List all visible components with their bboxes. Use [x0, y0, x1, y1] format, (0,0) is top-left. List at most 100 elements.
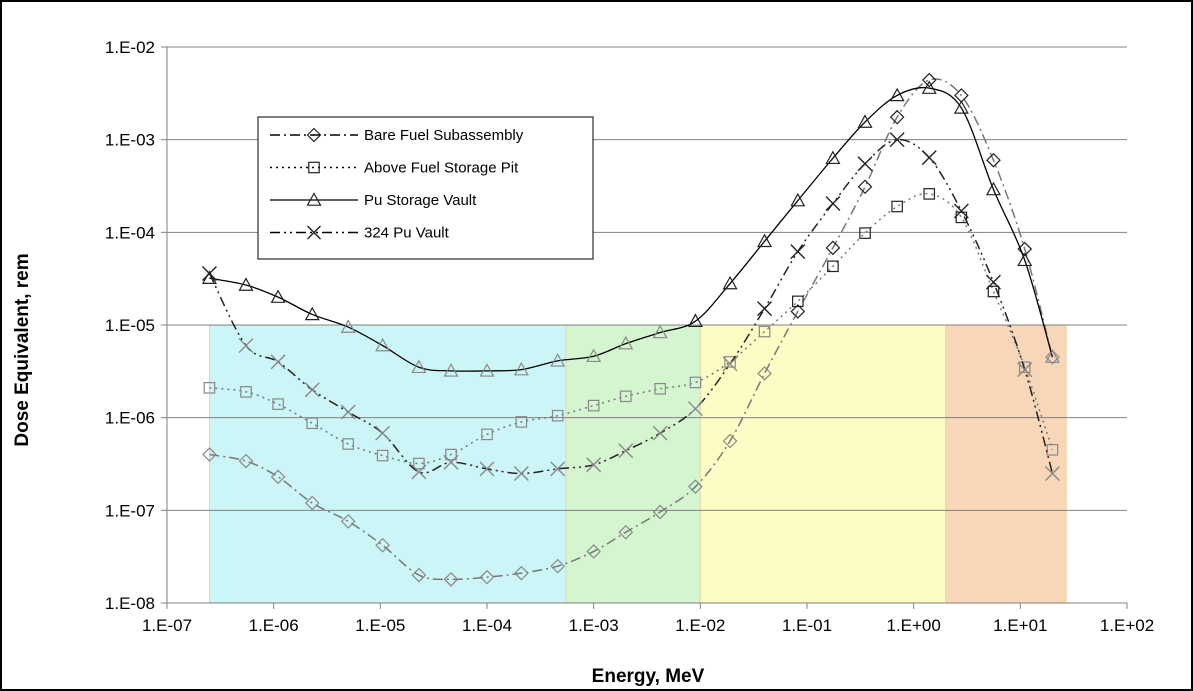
data-point-stroke — [857, 156, 873, 172]
data-point — [985, 181, 1001, 196]
data-point — [202, 447, 217, 462]
data-point — [825, 240, 841, 256]
data-point — [270, 354, 286, 370]
data-point — [619, 390, 632, 403]
data-point-stroke — [618, 443, 634, 459]
data-point — [986, 152, 1001, 168]
data-point-stroke — [411, 464, 427, 480]
data-point-stroke — [790, 244, 806, 260]
data-point-stroke — [340, 404, 356, 420]
data-point — [889, 87, 905, 102]
y-tick-label: 1.E-08 — [105, 594, 155, 613]
data-point — [724, 356, 736, 368]
data-point — [270, 469, 286, 485]
data-point-stroke — [586, 457, 602, 473]
data-point — [1017, 362, 1033, 378]
data-point — [445, 448, 457, 461]
data-point — [342, 438, 355, 450]
data-point — [375, 337, 391, 352]
data-point — [551, 409, 564, 422]
data-point — [479, 569, 495, 585]
data-point — [240, 386, 252, 398]
data-point-stroke — [985, 274, 1001, 290]
data-point-stroke — [1044, 465, 1060, 481]
data-point — [587, 399, 600, 412]
data-point — [340, 319, 356, 333]
x-tick-label: 1.E-07 — [142, 616, 192, 635]
data-point — [687, 401, 703, 417]
data-point — [514, 565, 529, 581]
legend-item: 324 Pu Vault — [270, 225, 450, 242]
data-point — [722, 356, 738, 372]
data-point — [688, 479, 703, 495]
data-point — [790, 192, 806, 207]
data-point — [1045, 349, 1060, 365]
data-point — [1044, 349, 1060, 363]
x-tick-label: 1.E-05 — [355, 616, 405, 635]
data-point — [340, 514, 356, 529]
data-point — [792, 295, 804, 308]
data-point — [618, 335, 634, 350]
data-point — [375, 425, 391, 441]
data-point-stroke — [722, 356, 738, 372]
data-point-stroke — [1017, 362, 1033, 378]
data-point — [238, 277, 254, 291]
data-point — [618, 443, 634, 459]
data-point — [376, 449, 389, 462]
x-tick-label: 1.E+00 — [886, 616, 940, 635]
series-pu-storage-vault — [201, 80, 1060, 377]
data-point — [652, 504, 668, 520]
data-point-stroke — [757, 301, 773, 317]
y-tick-label: 1.E-07 — [105, 501, 155, 520]
data-point — [825, 195, 841, 211]
data-point-stroke — [304, 382, 320, 398]
data-point-stroke — [825, 195, 841, 211]
data-point — [513, 361, 529, 376]
legend-label: Above Fuel Storage Pit — [364, 160, 519, 177]
data-point — [479, 363, 495, 377]
data-point — [889, 132, 905, 148]
data-point — [921, 80, 937, 94]
data-point — [586, 544, 602, 559]
energy-band-2 — [565, 324, 701, 604]
data-point — [1046, 444, 1059, 456]
x-tick-label: 1.E-02 — [675, 616, 725, 635]
legend-label: Pu Storage Vault — [364, 192, 477, 209]
data-point — [443, 571, 459, 587]
data-point — [201, 265, 217, 281]
data-point — [618, 524, 634, 540]
data-point — [857, 114, 873, 128]
data-point — [758, 325, 771, 338]
data-point-stroke — [652, 425, 668, 441]
tick-labels: 1.E-07 1.E-06 1.E-05 1.E-04 1.E-03 1.E-02 1.E-… — [105, 38, 1154, 635]
data-point — [513, 465, 529, 481]
y-tick-label: 1.E-02 — [105, 38, 155, 57]
data-point-stroke — [270, 354, 286, 370]
data-point-stroke — [479, 461, 495, 477]
energy-band-4 — [945, 324, 1067, 604]
data-point — [1044, 465, 1060, 481]
legend-marker-stroke — [307, 225, 321, 240]
data-point — [921, 72, 937, 88]
series-bare-fuel-subassembly — [202, 72, 1060, 587]
data-point — [272, 398, 284, 410]
series-layer — [201, 72, 1060, 587]
data-point — [443, 454, 459, 470]
series-324-pu-vault — [201, 132, 1060, 481]
data-point — [1017, 252, 1033, 267]
data-point — [985, 274, 1001, 290]
legend: Bare Fuel Subassembly Above Fuel Storage … — [257, 116, 594, 260]
data-point — [722, 433, 738, 449]
data-point — [687, 313, 703, 327]
data-point-stroke — [513, 465, 529, 481]
y-tick-label: 1.E-06 — [105, 409, 155, 428]
energy-band-1 — [208, 324, 567, 604]
legend-item: Pu Storage Vault — [270, 192, 477, 209]
data-point — [550, 461, 566, 477]
data-point — [411, 464, 427, 480]
data-point — [270, 289, 286, 303]
data-point — [654, 382, 666, 395]
data-point — [306, 417, 319, 430]
data-point — [203, 382, 216, 394]
data-point-stroke — [889, 132, 905, 148]
